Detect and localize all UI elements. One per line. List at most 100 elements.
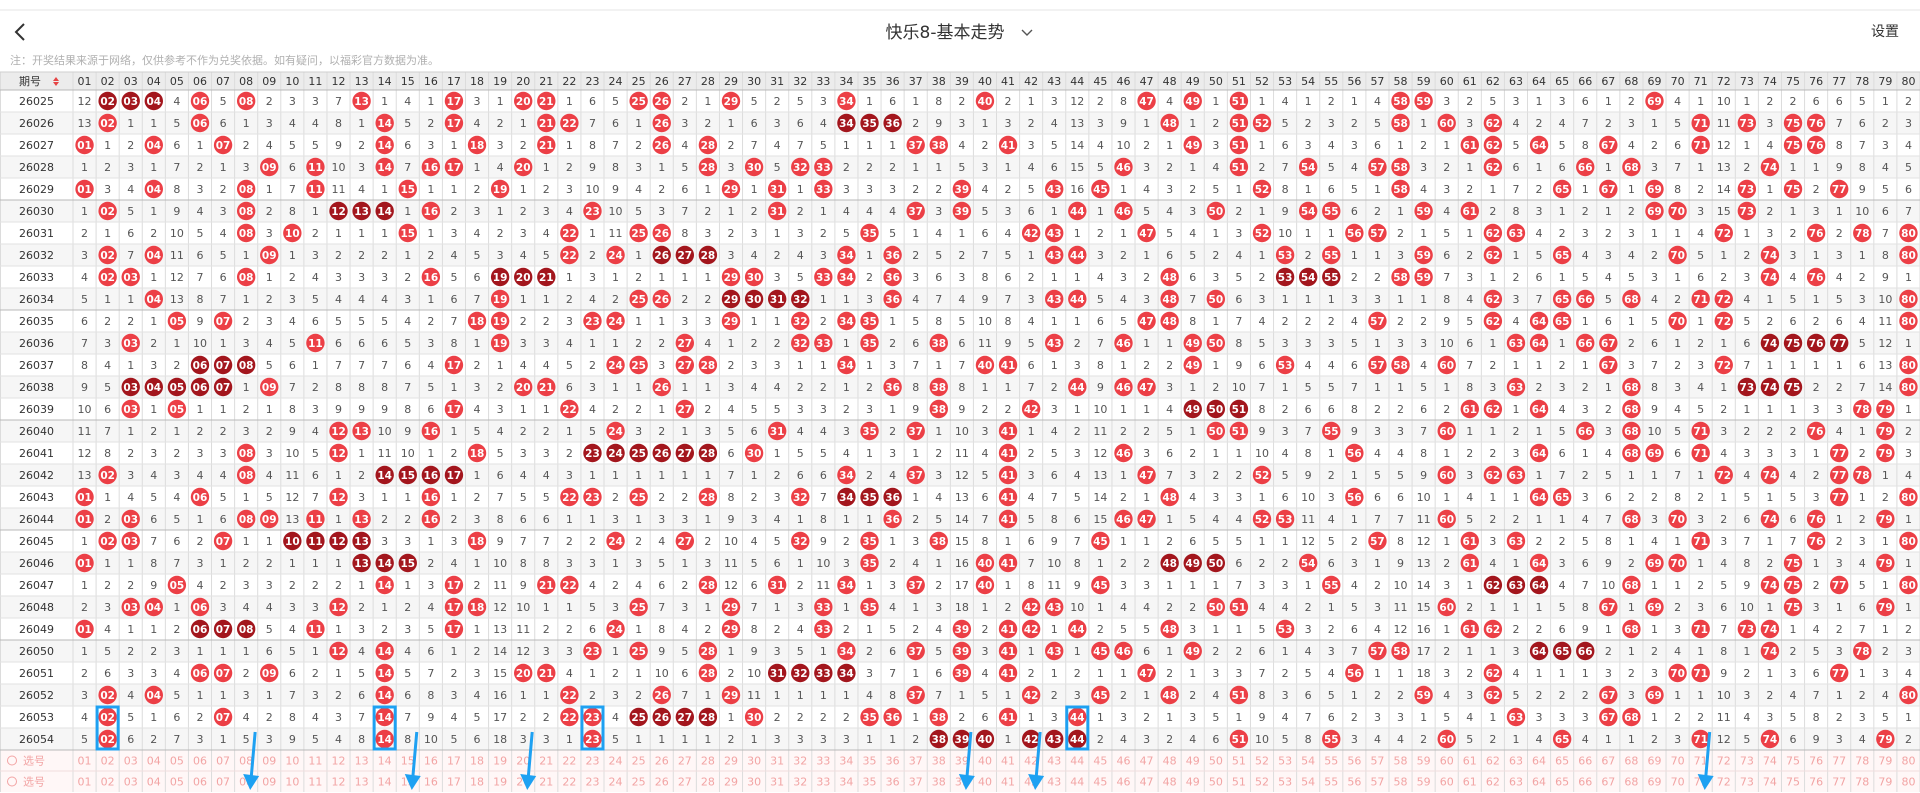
select-number[interactable]: 16 (424, 755, 438, 768)
select-number[interactable]: 28 (701, 755, 715, 768)
select-number[interactable]: 49 (1186, 776, 1200, 789)
select-number[interactable]: 07 (216, 755, 230, 768)
select-number[interactable]: 54 (1301, 776, 1315, 789)
select-number[interactable]: 50 (1209, 755, 1223, 768)
select-number[interactable]: 62 (1486, 776, 1500, 789)
select-number[interactable]: 80 (1901, 776, 1915, 789)
select-number[interactable]: 25 (632, 755, 646, 768)
select-number[interactable]: 71 (1694, 755, 1708, 768)
select-number[interactable]: 54 (1301, 755, 1315, 768)
select-number[interactable]: 53 (1278, 776, 1292, 789)
select-number[interactable]: 79 (1878, 776, 1892, 789)
select-number[interactable]: 11 (308, 755, 322, 768)
select-number[interactable]: 34 (839, 755, 853, 768)
select-number[interactable]: 80 (1901, 755, 1915, 768)
select-number[interactable]: 46 (1116, 755, 1130, 768)
select-number[interactable]: 51 (1232, 776, 1246, 789)
select-number[interactable]: 74 (1763, 755, 1777, 768)
select-number[interactable]: 29 (724, 776, 738, 789)
select-number[interactable]: 40 (978, 755, 992, 768)
select-number[interactable]: 65 (1555, 755, 1569, 768)
select-number[interactable]: 66 (1578, 776, 1592, 789)
select-number[interactable]: 70 (1671, 776, 1685, 789)
select-number[interactable]: 58 (1394, 755, 1408, 768)
select-number[interactable]: 64 (1532, 755, 1546, 768)
select-number[interactable]: 06 (193, 776, 207, 789)
select-number[interactable]: 57 (1370, 776, 1384, 789)
select-number[interactable]: 47 (1140, 755, 1154, 768)
select-number[interactable]: 56 (1347, 755, 1361, 768)
sort-icon[interactable] (53, 77, 59, 86)
select-number[interactable]: 32 (793, 755, 807, 768)
select-number[interactable]: 72 (1717, 755, 1731, 768)
select-number[interactable]: 58 (1394, 776, 1408, 789)
select-number[interactable]: 37 (909, 755, 923, 768)
select-number[interactable]: 70 (1671, 755, 1685, 768)
select-number[interactable]: 01 (78, 776, 92, 789)
select-number[interactable]: 47 (1140, 776, 1154, 789)
select-number[interactable]: 27 (678, 776, 692, 789)
select-number[interactable]: 19 (493, 776, 507, 789)
select-number[interactable]: 65 (1555, 776, 1569, 789)
select-number[interactable]: 35 (863, 755, 877, 768)
select-number[interactable]: 73 (1740, 755, 1754, 768)
select-number[interactable]: 25 (632, 776, 646, 789)
select-number[interactable]: 52 (1255, 755, 1269, 768)
title-dropdown[interactable] (1021, 29, 1033, 36)
select-number[interactable]: 67 (1601, 776, 1615, 789)
select-number[interactable]: 20 (516, 755, 530, 768)
select-number[interactable]: 75 (1786, 776, 1800, 789)
select-number[interactable]: 79 (1878, 755, 1892, 768)
select-number[interactable]: 02 (101, 776, 115, 789)
select-number[interactable]: 03 (124, 755, 138, 768)
select-number[interactable]: 33 (816, 755, 830, 768)
select-number[interactable]: 36 (886, 755, 900, 768)
select-number[interactable]: 18 (470, 776, 484, 789)
select-number[interactable]: 39 (955, 755, 969, 768)
select-number[interactable]: 11 (308, 776, 322, 789)
select-number[interactable]: 23 (585, 755, 599, 768)
select-number[interactable]: 35 (863, 776, 877, 789)
select-number[interactable]: 41 (1001, 776, 1015, 789)
select-number[interactable]: 77 (1832, 755, 1846, 768)
select-number[interactable]: 07 (216, 776, 230, 789)
select-number[interactable]: 64 (1532, 776, 1546, 789)
back-button[interactable] (14, 23, 25, 41)
select-number[interactable]: 17 (447, 776, 461, 789)
select-number[interactable]: 60 (1440, 776, 1454, 789)
select-number[interactable]: 44 (1070, 776, 1084, 789)
select-number[interactable]: 48 (1163, 755, 1177, 768)
select-number[interactable]: 53 (1278, 755, 1292, 768)
select-number[interactable]: 26 (655, 776, 669, 789)
select-number[interactable]: 60 (1440, 755, 1454, 768)
select-number[interactable]: 04 (147, 755, 161, 768)
select-number[interactable]: 40 (978, 776, 992, 789)
select-number[interactable]: 63 (1509, 776, 1523, 789)
select-number[interactable]: 42 (1024, 755, 1038, 768)
select-number[interactable]: 50 (1209, 776, 1223, 789)
select-number[interactable]: 02 (101, 755, 115, 768)
select-radio[interactable] (7, 776, 17, 787)
select-number[interactable]: 13 (355, 755, 369, 768)
select-number[interactable]: 38 (932, 755, 946, 768)
select-number[interactable]: 06 (193, 755, 207, 768)
select-number[interactable]: 61 (1463, 755, 1477, 768)
select-number[interactable]: 24 (609, 755, 623, 768)
select-number[interactable]: 10 (285, 755, 299, 768)
select-number[interactable]: 55 (1324, 755, 1338, 768)
select-number[interactable]: 66 (1578, 755, 1592, 768)
select-number[interactable]: 73 (1740, 776, 1754, 789)
select-number[interactable]: 04 (147, 776, 161, 789)
select-number[interactable]: 59 (1417, 755, 1431, 768)
select-number[interactable]: 57 (1370, 755, 1384, 768)
select-number[interactable]: 03 (124, 776, 138, 789)
select-number[interactable]: 43 (1047, 776, 1061, 789)
select-number[interactable]: 75 (1786, 755, 1800, 768)
select-number[interactable]: 31 (770, 776, 784, 789)
select-number[interactable]: 69 (1647, 776, 1661, 789)
select-number[interactable]: 24 (609, 776, 623, 789)
select-number[interactable]: 22 (562, 776, 576, 789)
select-number[interactable]: 37 (909, 776, 923, 789)
select-number[interactable]: 63 (1509, 755, 1523, 768)
select-number[interactable]: 67 (1601, 755, 1615, 768)
